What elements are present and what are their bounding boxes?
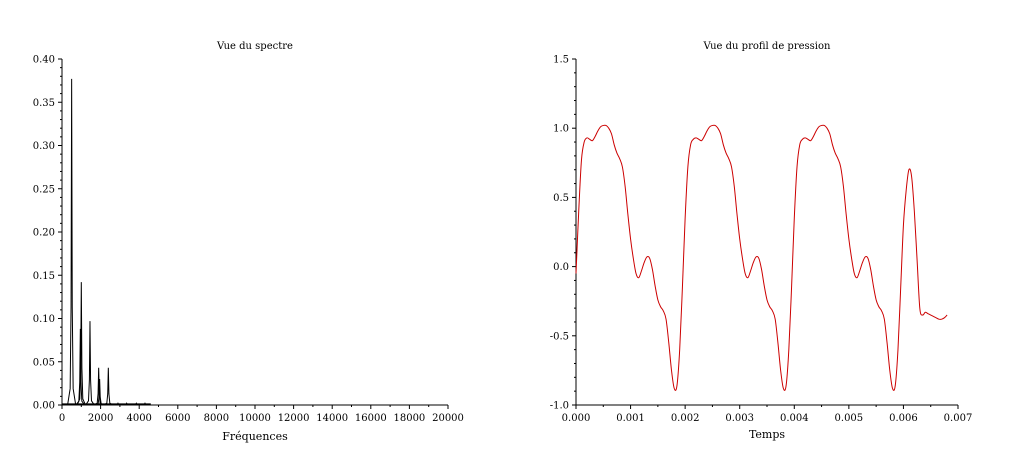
pressure-x-axis-label: Temps: [749, 428, 785, 441]
spectrum-y-tick-label: 0.20: [33, 228, 55, 239]
spectrum-peak: [85, 321, 95, 405]
pressure-series-line: [575, 124, 948, 391]
spectrum-peak: [104, 367, 113, 406]
spectrum-y-tick-label: 0.30: [33, 141, 55, 152]
spectrum-x-tick-label: 18000: [393, 413, 425, 424]
spectrum-y-tick-label: 0.35: [33, 98, 55, 109]
pressure-x-tick-label: 0.001: [616, 413, 645, 424]
spectrum-x-tick-label: 12000: [278, 413, 310, 424]
pressure-x-tick-label: 0.003: [725, 413, 754, 424]
spectrum-y-tick-label: 0.05: [33, 357, 55, 368]
spectrum-x-tick-label: 16000: [355, 413, 387, 424]
spectrum-peak: [95, 379, 104, 406]
spectrum-peak: [132, 402, 141, 406]
spectrum-peak: [94, 367, 103, 406]
spectrum-axes: 0 2000 4000 6000 8000 10000 12000 14000 16000 180…: [33, 55, 464, 425]
spectrum-peak: [76, 282, 86, 405]
spectrum-y-tick-label: 0.10: [33, 314, 55, 325]
spectrum-y-tick-label: 0.25: [33, 184, 55, 195]
spectrum-x-tick-label: 0: [59, 413, 65, 424]
spectrum-x-axis-label: Fréquences: [222, 430, 288, 443]
spectrum-title: Vue du spectre: [216, 41, 293, 52]
pressure-x-tick-label: 0.004: [780, 413, 809, 424]
spectrum-x-tick-label: 20000: [432, 413, 464, 424]
spectrum-x-tick-label: 14000: [316, 413, 348, 424]
pressure-x-tick-label: 0.007: [944, 413, 973, 424]
spectrum-y-tick-label: 0.40: [33, 55, 55, 66]
spectrum-y-tick-label: 0.00: [33, 401, 55, 412]
pressure-axes: 0.000 0.001 0.002 0.003 0.004 0.005 0.006 0.007…: [550, 55, 973, 425]
spectrum-x-tick-label: 6000: [165, 413, 190, 424]
spectrum-peak: [113, 402, 123, 406]
pressure-x-tick-label: 0.002: [671, 413, 700, 424]
spectrum-x-tick-label: 8000: [204, 413, 229, 424]
pressure-y-tick-label: -0.5: [550, 331, 569, 342]
pressure-x-tick-label: 0.006: [889, 413, 918, 424]
spectrum-x-tick-label: 4000: [126, 413, 151, 424]
pressure-title: Vue du profil de pression: [703, 41, 831, 52]
spectrum-peak: [67, 78, 77, 405]
pressure-x-tick-label: 0.005: [835, 413, 864, 424]
spectrum-marks: [62, 78, 151, 406]
pressure-y-tick-label: -1.0: [550, 401, 569, 412]
spectrum-peak: [140, 402, 150, 406]
pressure-x-tick-label: 0.000: [562, 413, 591, 424]
pressure-chart: Vue du profil de pression 0.000 0.001 0.00…: [550, 41, 973, 441]
spectrum-x-tick-label: 2000: [88, 413, 113, 424]
spectrum-peak: [122, 402, 131, 406]
spectrum-chart: Vue du spectre 0 2000 4000 6000 8000 10000 120…: [33, 41, 464, 443]
pressure-y-tick-label: 0.5: [553, 193, 569, 204]
pressure-marks: [575, 124, 948, 391]
spectrum-y-tick-label: 0.15: [33, 271, 55, 282]
pressure-y-tick-label: 0.0: [553, 262, 569, 273]
pressure-y-tick-label: 1.0: [553, 124, 569, 135]
pressure-y-tick-label: 1.5: [553, 55, 569, 66]
spectrum-x-tick-label: 10000: [239, 413, 271, 424]
